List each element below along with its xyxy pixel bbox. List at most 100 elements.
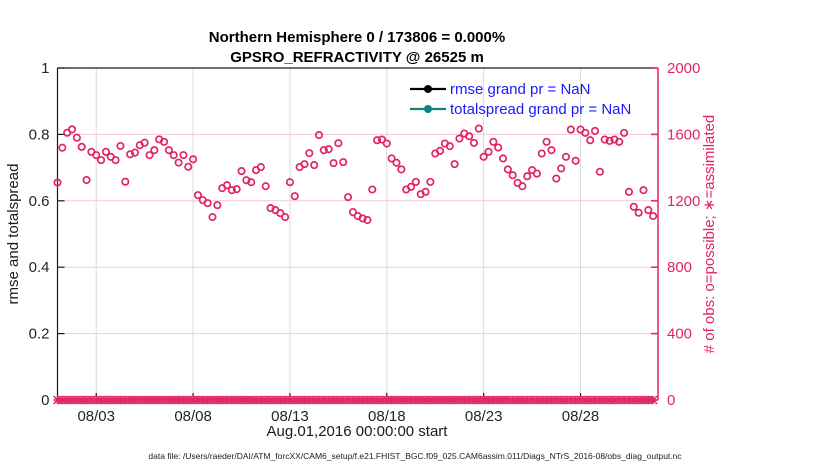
obs-possible-point <box>605 136 614 145</box>
legend-totalspread-marker <box>424 105 432 113</box>
left-tick-label: 0.6 <box>29 193 50 210</box>
obs-possible-point <box>179 151 188 160</box>
obs-possible-point <box>116 141 125 151</box>
legend-rmse-marker <box>424 85 432 93</box>
obs-possible-point <box>566 125 575 134</box>
obs-assimilated-marks <box>53 395 658 405</box>
obs-possible-point <box>285 178 295 187</box>
obs-possible-point <box>174 158 183 167</box>
x-tick-label: 08/08 <box>174 408 212 425</box>
obs-possible-point <box>624 187 633 196</box>
obs-possible-point <box>523 172 532 181</box>
obs-possible-point <box>377 135 387 144</box>
obs-possible-point <box>324 145 333 154</box>
obs-possible-point <box>82 176 91 185</box>
obs-possible-point <box>426 177 435 186</box>
right-tick-label: 800 <box>667 259 692 276</box>
obs-possible-point <box>276 209 285 218</box>
right-tick-label: 0 <box>667 392 675 409</box>
left-tick-label: 0.2 <box>29 326 50 343</box>
obs-possible-point <box>387 154 396 163</box>
obs-possible-point <box>494 143 503 152</box>
obs-possible-point <box>392 158 401 167</box>
obs-possible-point <box>126 150 135 159</box>
x-tick-label: 08/23 <box>465 408 503 425</box>
obs-possible-point <box>373 136 382 145</box>
left-tick-label: 0.4 <box>29 259 50 276</box>
x-axis-label: Aug.01,2016 00:00:00 start <box>267 423 449 440</box>
obs-possible-point <box>344 193 353 202</box>
obs-possible-point <box>193 191 202 200</box>
obs-possible-point <box>406 182 416 191</box>
obs-possible-point <box>111 156 120 165</box>
left-tick-label: 0 <box>41 392 49 409</box>
obs-possible-point <box>67 125 77 134</box>
right-y-axis-label: # of obs: o=possible; ∗=assimilated <box>701 115 718 354</box>
obs-possible-point <box>72 133 81 142</box>
obs-possible-point <box>290 192 299 201</box>
obs-possible-point <box>281 213 290 222</box>
x-tick-label: 08/03 <box>77 408 115 425</box>
obs-possible-point <box>77 142 86 151</box>
obs-possible-point <box>595 167 604 176</box>
obs-possible-point <box>92 151 101 160</box>
legend-rmse-label: rmse grand pr = NaN <box>450 81 590 98</box>
obs-possible-point <box>329 159 338 168</box>
obs-possible-point <box>421 187 430 196</box>
obs-possible-point <box>53 178 62 187</box>
obs-possible-point <box>189 155 198 164</box>
obs-possible-point <box>363 216 372 225</box>
obs-possible-point <box>634 208 643 217</box>
obs-possible-point <box>222 181 232 190</box>
obs-possible-point <box>436 146 445 155</box>
x-tick-label: 08/28 <box>562 408 600 425</box>
obs-possible-point <box>489 137 498 146</box>
obs-possible-point <box>397 165 406 174</box>
obs-possible-point <box>237 167 246 176</box>
obs-possible-point <box>232 185 241 194</box>
obs-possible-point <box>227 186 236 195</box>
obs-possible-point <box>169 151 178 160</box>
obs-possible-point <box>358 214 367 223</box>
obs-possible-point <box>445 142 454 151</box>
plot-title-line1: Northern Hemisphere 0 / 173806 = 0.000% <box>209 29 505 46</box>
obs-possible-point <box>542 137 551 146</box>
right-tick-label: 1600 <box>667 126 700 143</box>
obs-possible-point <box>58 143 67 152</box>
obs-possible-point <box>639 186 648 195</box>
obs-possible-point <box>629 202 638 211</box>
left-tick-label: 0.8 <box>29 126 50 143</box>
x-tick-label: 08/13 <box>271 408 309 425</box>
obs-possible-point <box>586 136 595 145</box>
obs-possible-point <box>518 182 527 191</box>
plot-title-line2: GPSRO_REFRACTIVITY @ 26525 m <box>230 49 484 66</box>
obs-possible-point <box>256 163 265 172</box>
left-y-axis-label: rmse and totalspread <box>5 164 22 305</box>
obs-possible-point <box>368 185 377 194</box>
obs-possible-point <box>474 124 483 133</box>
right-tick-label: 400 <box>667 326 692 343</box>
legend: rmse grand pr = NaN totalspread grand pr… <box>410 81 631 118</box>
obs-possible-point <box>590 126 600 135</box>
obs-possible-point <box>203 199 212 208</box>
obs-possible-point <box>479 152 488 161</box>
right-tick-label: 2000 <box>667 60 700 77</box>
obs-possible-point <box>314 131 324 140</box>
obs-possible-point <box>339 158 348 167</box>
obs-possible-point <box>547 146 556 155</box>
obs-possible-point <box>557 164 566 173</box>
obs-possible-point <box>164 146 173 155</box>
obs-possible-point <box>644 206 653 215</box>
x-tick-label: 08/18 <box>368 408 406 425</box>
obs-possible-point <box>184 162 193 171</box>
right-tick-label: 1200 <box>667 193 700 210</box>
obs-possible-point <box>455 134 464 143</box>
obs-possible-point <box>561 152 571 161</box>
obs-possible-point <box>159 137 169 146</box>
obs-possible-point <box>503 165 512 174</box>
obs-possible-point <box>348 208 357 217</box>
obs-possible-point <box>261 182 270 191</box>
obs-possible-point <box>484 147 493 156</box>
